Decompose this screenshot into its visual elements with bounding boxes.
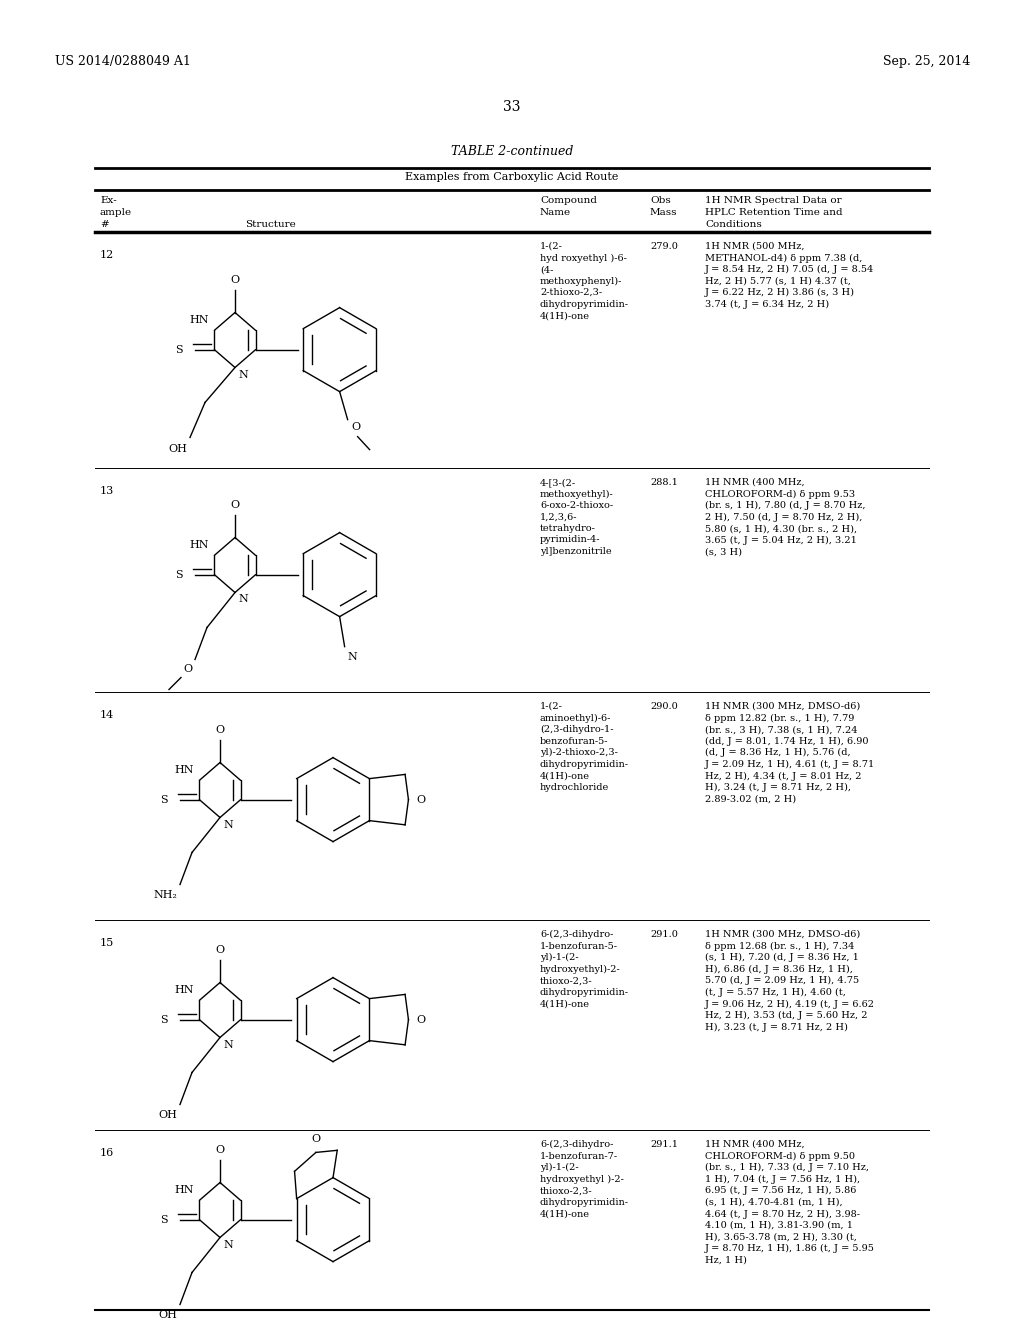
Text: N: N [238,370,248,380]
Text: O: O [417,1015,426,1024]
Text: TABLE 2-continued: TABLE 2-continued [451,145,573,158]
Text: O: O [230,500,240,510]
Text: O: O [311,1134,321,1144]
Text: 1H NMR Spectral Data or: 1H NMR Spectral Data or [705,195,842,205]
Text: 1H NMR (300 MHz, DMSO-d6)
δ ppm 12.82 (br. s., 1 H), 7.79
(br. s., 3 H), 7.38 (s: 1H NMR (300 MHz, DMSO-d6) δ ppm 12.82 (b… [705,702,876,804]
Text: HN: HN [175,985,195,995]
Text: Conditions: Conditions [705,220,762,228]
Text: 288.1: 288.1 [650,478,678,487]
Text: Examples from Carboxylic Acid Route: Examples from Carboxylic Acid Route [406,172,618,182]
Text: Obs: Obs [650,195,671,205]
Text: 1-(2-
hyd roxyethyl )-6-
(4-
methoxyphenyl)-
2-thioxo-2,3-
dihydropyrimidin-
4(1: 1-(2- hyd roxyethyl )-6- (4- methoxyphen… [540,242,629,319]
Text: 14: 14 [100,710,115,719]
Text: Name: Name [540,209,571,216]
Text: ample: ample [100,209,132,216]
Text: NH₂: NH₂ [154,890,177,899]
Text: 1H NMR (500 MHz,
METHANOL-d4) δ ppm 7.38 (d,
J = 8.54 Hz, 2 H) 7.05 (d, J = 8.54: 1H NMR (500 MHz, METHANOL-d4) δ ppm 7.38… [705,242,874,309]
Text: HPLC Retention Time and: HPLC Retention Time and [705,209,843,216]
Text: 1H NMR (400 MHz,
CHLOROFORM-d) δ ppm 9.50
(br. s., 1 H), 7.33 (d, J = 7.10 Hz,
1: 1H NMR (400 MHz, CHLOROFORM-d) δ ppm 9.5… [705,1140,874,1265]
Text: 6-(2,3-dihydro-
1-benzofuran-5-
yl)-1-(2-
hydroxyethyl)-2-
thioxo-2,3-
dihydropy: 6-(2,3-dihydro- 1-benzofuran-5- yl)-1-(2… [540,931,629,1008]
Text: O: O [183,664,193,673]
Text: N: N [347,652,357,661]
Text: S: S [160,1015,168,1024]
Text: 1H NMR (400 MHz,
CHLOROFORM-d) δ ppm 9.53
(br. s, 1 H), 7.80 (d, J = 8.70 Hz,
2 : 1H NMR (400 MHz, CHLOROFORM-d) δ ppm 9.5… [705,478,865,556]
Text: 1-(2-
aminoethyl)-6-
(2,3-dihydro-1-
benzofuran-5-
yl)-2-thioxo-2,3-
dihydropyri: 1-(2- aminoethyl)-6- (2,3-dihydro-1- ben… [540,702,629,792]
Text: S: S [175,345,183,355]
Text: 33: 33 [503,100,521,114]
Text: S: S [175,570,183,579]
Text: 15: 15 [100,939,115,948]
Text: US 2014/0288049 A1: US 2014/0288049 A1 [55,55,190,69]
Text: 6-(2,3-dihydro-
1-benzofuran-7-
yl)-1-(2-
hydroxyethyl )-2-
thioxo-2,3-
dihydrop: 6-(2,3-dihydro- 1-benzofuran-7- yl)-1-(2… [540,1140,629,1218]
Text: HN: HN [189,540,209,550]
Text: HN: HN [175,1185,195,1196]
Text: O: O [215,1144,224,1155]
Text: OH: OH [158,1309,177,1320]
Text: S: S [160,1214,168,1225]
Text: HN: HN [175,766,195,775]
Text: N: N [223,1040,232,1049]
Text: Structure: Structure [245,220,295,228]
Text: OH: OH [168,444,187,454]
Text: 16: 16 [100,1148,115,1158]
Text: Sep. 25, 2014: Sep. 25, 2014 [883,55,970,69]
Text: 1H NMR (300 MHz, DMSO-d6)
δ ppm 12.68 (br. s., 1 H), 7.34
(s, 1 H), 7.20 (d, J =: 1H NMR (300 MHz, DMSO-d6) δ ppm 12.68 (b… [705,931,874,1032]
Text: HN: HN [189,315,209,325]
Text: O: O [215,725,224,735]
Text: 290.0: 290.0 [650,702,678,711]
Text: N: N [223,1239,232,1250]
Text: 291.0: 291.0 [650,931,678,939]
Text: O: O [230,275,240,285]
Text: N: N [223,820,232,829]
Text: O: O [351,421,360,432]
Text: Ex-: Ex- [100,195,117,205]
Text: 13: 13 [100,486,115,496]
Text: 12: 12 [100,249,115,260]
Text: Compound: Compound [540,195,597,205]
Text: #: # [100,220,109,228]
Text: OH: OH [158,1110,177,1119]
Text: Mass: Mass [650,209,678,216]
Text: 279.0: 279.0 [650,242,678,251]
Text: N: N [238,594,248,605]
Text: S: S [160,795,168,805]
Text: 291.1: 291.1 [650,1140,678,1148]
Text: 4-[3-(2-
methoxyethyl)-
6-oxo-2-thioxo-
1,2,3,6-
tetrahydro-
pyrimidin-4-
yl]ben: 4-[3-(2- methoxyethyl)- 6-oxo-2-thioxo- … [540,478,613,556]
Text: O: O [417,795,426,805]
Text: O: O [215,945,224,954]
